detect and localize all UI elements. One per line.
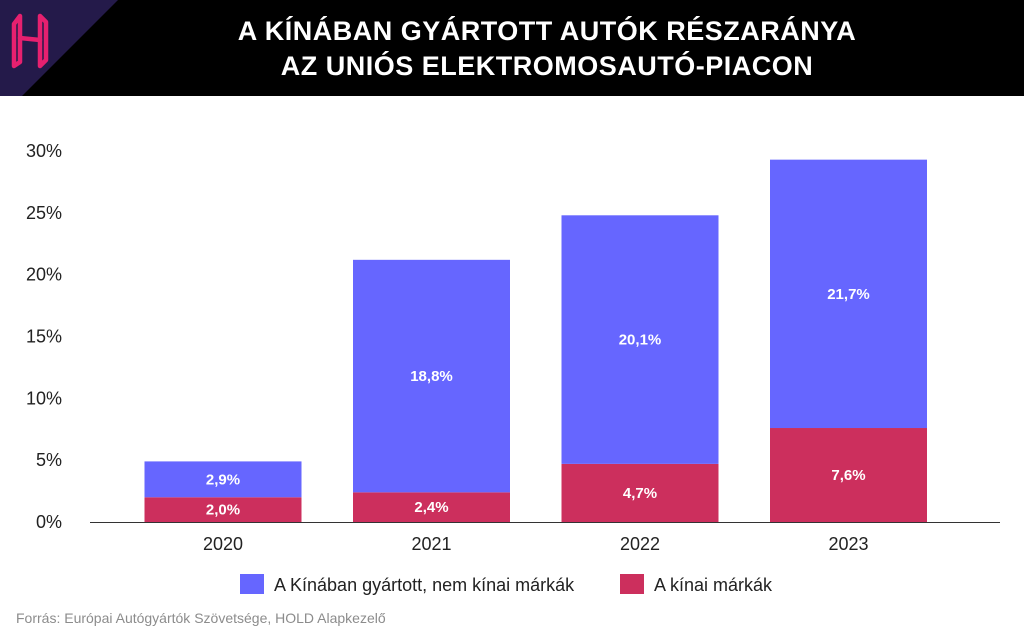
bar-segment-2020-series-0 bbox=[144, 497, 302, 522]
x-tick-label: 2023 bbox=[828, 534, 868, 554]
bar-segment-2022-series-0 bbox=[561, 463, 719, 522]
data-label: 2,4% bbox=[414, 499, 448, 516]
data-label: 7,6% bbox=[831, 467, 865, 484]
data-label: 4,7% bbox=[623, 485, 657, 502]
y-axis: 0% 5% 10% 15% 20% 25% 30% bbox=[26, 141, 62, 532]
x-axis: 2020 2021 2022 2023 bbox=[203, 534, 869, 554]
title-line-1: A KÍNÁBAN GYÁRTOTT AUTÓK RÉSZARÁNYA bbox=[237, 16, 857, 46]
x-tick-label: 2021 bbox=[411, 534, 451, 554]
data-label: 18,8% bbox=[410, 368, 453, 385]
bar-segment-2020-series-1 bbox=[144, 461, 302, 498]
y-tick-label: 5% bbox=[36, 450, 62, 470]
data-label: 20,1% bbox=[619, 332, 662, 349]
legend-swatch bbox=[620, 574, 644, 594]
header-bar: A KÍNÁBAN GYÁRTOTT AUTÓK RÉSZARÁNYA AZ U… bbox=[0, 0, 1024, 96]
bar-segment-2021-series-1 bbox=[353, 259, 510, 493]
y-tick-label: 10% bbox=[26, 388, 62, 408]
bar-segment-2022-series-1 bbox=[561, 215, 719, 464]
y-tick-label: 30% bbox=[26, 141, 62, 161]
bar-segment-2021-series-0 bbox=[353, 492, 510, 522]
bars-group: 2,0% 2,9% 2,4% 18,8% 4,7% 20,1% 7,6% 21,7% bbox=[144, 159, 927, 522]
data-label: 21,7% bbox=[827, 286, 870, 303]
bar-segment-2023-series-0 bbox=[770, 428, 927, 522]
y-tick-label: 0% bbox=[36, 512, 62, 532]
stacked-bar-chart: 0% 5% 10% 15% 20% 25% 30% 2,0% 2,9% 2,4% 18,8% 4,7… bbox=[26, 141, 1000, 595]
chart-title: A KÍNÁBAN GYÁRTOTT AUTÓK RÉSZARÁNYA AZ U… bbox=[110, 14, 984, 84]
y-tick-label: 20% bbox=[26, 265, 62, 285]
data-label: 2,9% bbox=[206, 471, 240, 488]
legend-swatch bbox=[240, 574, 264, 594]
y-tick-label: 25% bbox=[26, 203, 62, 223]
legend-label: A Kínában gyártott, nem kínai márkák bbox=[274, 575, 575, 595]
hold-h-logo-icon bbox=[0, 0, 118, 96]
bar-segment-2023-series-1 bbox=[770, 159, 927, 429]
source-note: Forrás: Európai Autógyártók Szövetsége, … bbox=[16, 610, 386, 626]
x-tick-label: 2022 bbox=[620, 534, 660, 554]
title-line-2: AZ UNIÓS ELEKTROMOSAUTÓ-PIACON bbox=[280, 51, 814, 81]
y-tick-label: 15% bbox=[26, 327, 62, 347]
x-tick-label: 2020 bbox=[203, 534, 243, 554]
legend-label: A kínai márkák bbox=[654, 575, 773, 595]
data-label: 2,0% bbox=[206, 502, 240, 519]
legend: A Kínában gyártott, nem kínai márkák A kí… bbox=[240, 574, 773, 595]
